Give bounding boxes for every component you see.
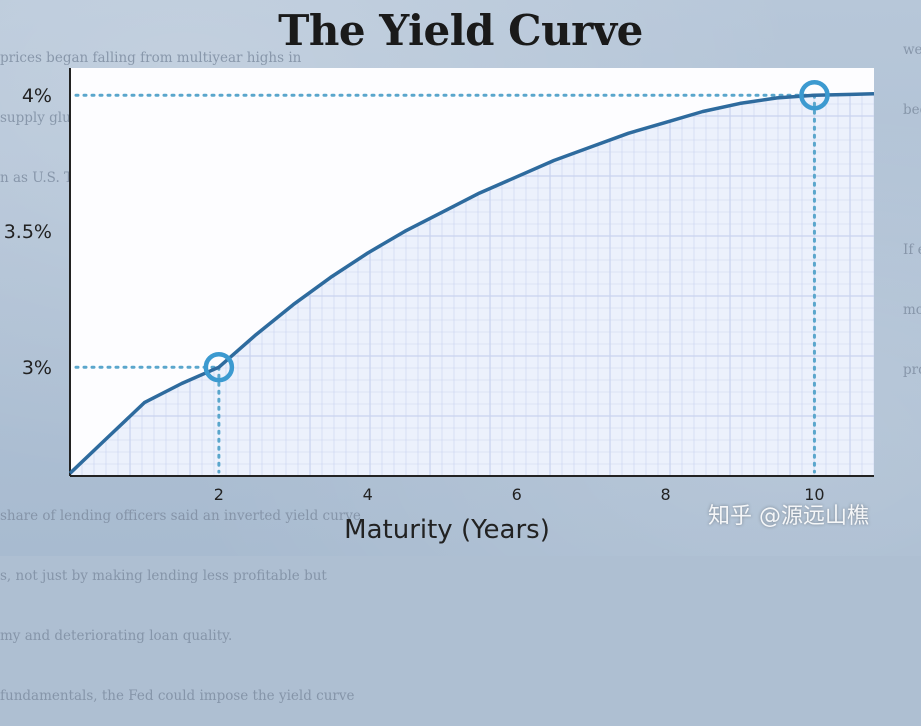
bg-line: bee (903, 102, 921, 118)
highlight-point-1 (203, 351, 235, 383)
yield-curve-chart: 3% 3.5% 4% 2 4 6 8 10 Maturity (Years) (4, 68, 875, 545)
y-tick-label: 3.5% (4, 221, 52, 243)
x-tick-label: 6 (512, 485, 522, 504)
bg-line: prices began falling from multiyear high… (0, 50, 302, 66)
bg-line: If e (903, 242, 921, 258)
highlight-point-2 (799, 79, 830, 111)
curve-area-fill (70, 93, 874, 477)
bg-line: we (903, 42, 921, 58)
y-tick-label: 3% (22, 357, 52, 379)
x-axis-label: Maturity (Years) (344, 515, 550, 545)
y-tick-label: 4% (22, 85, 52, 107)
bg-line: mo (903, 302, 921, 318)
background-article-text-right: we bee If e mo pro (903, 0, 921, 400)
bg-line: share of lending officers said an invert… (0, 508, 361, 524)
bg-line: fundamentals, the Fed could impose the y… (0, 688, 355, 704)
chart-title: The Yield Curve (278, 6, 643, 55)
bg-line: pro (903, 362, 921, 378)
bg-line: s, not just by making lending less profi… (0, 568, 327, 584)
x-tick-label: 8 (660, 485, 670, 504)
x-tick-label: 2 (214, 485, 224, 504)
x-tick-label: 4 (363, 485, 373, 504)
x-tick-label: 10 (804, 485, 824, 504)
watermark: 知乎 @源远山樵 (708, 504, 869, 529)
bg-line: my and deteriorating loan quality. (0, 628, 233, 644)
